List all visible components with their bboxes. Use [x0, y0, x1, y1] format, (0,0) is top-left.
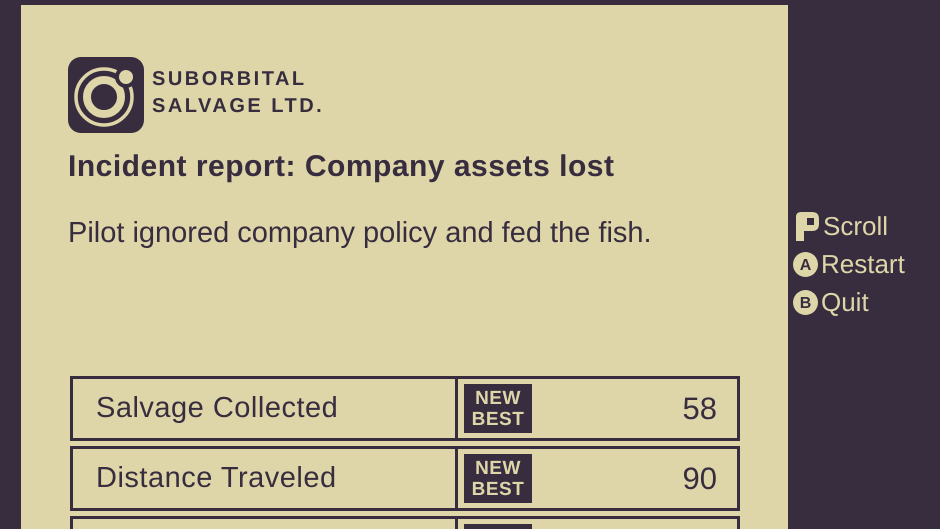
quit-button-hint[interactable]: B Quit: [792, 283, 905, 321]
badge-line1: NEW: [475, 457, 521, 479]
incident-report-panel: SUBORBITAL SALVAGE LTD. Incident report:…: [21, 5, 788, 529]
report-title: Incident report: Company assets lost: [68, 150, 615, 183]
control-label: Quit: [821, 286, 869, 317]
planet-porthole-icon: [68, 57, 144, 133]
new-best-badge: NEW BEST: [464, 454, 532, 503]
badge-line2: BEST: [471, 478, 525, 500]
company-name-line1: SUBORBITAL: [152, 68, 307, 90]
company-name-line2: SALVAGE LTD.: [152, 95, 325, 117]
report-description: Pilot ignored company policy and fed the…: [68, 217, 652, 249]
a-button-icon: A: [793, 251, 818, 277]
stat-row-distance: Distance Traveled NEW BEST 90: [70, 446, 740, 511]
new-best-badge: NEW BEST: [464, 384, 532, 433]
stat-row-salvage: Salvage Collected NEW BEST 58: [70, 376, 740, 441]
scroll-crank-hint[interactable]: Scroll: [792, 207, 905, 245]
stat-label: [73, 519, 458, 529]
a-button-letter: A: [800, 257, 812, 274]
b-button-icon: B: [793, 289, 818, 315]
stat-row-partial: NEW BEST: [70, 516, 740, 529]
stats-table: Salvage Collected NEW BEST 58 Distance T…: [70, 376, 740, 529]
badge-line1: NEW: [475, 528, 521, 529]
badge-line2: BEST: [471, 408, 525, 430]
badge-line1: NEW: [475, 387, 521, 409]
company-name: SUBORBITAL SALVAGE LTD.: [152, 66, 324, 120]
stat-label: Salvage Collected: [73, 379, 458, 438]
stat-value: 58: [682, 390, 717, 426]
restart-button-hint[interactable]: A Restart: [792, 245, 905, 283]
crank-icon: [796, 211, 819, 241]
new-best-badge: NEW BEST: [464, 524, 532, 529]
stat-label: Distance Traveled: [73, 449, 458, 508]
b-button-letter: B: [800, 295, 812, 312]
control-label: Scroll: [823, 210, 889, 241]
company-logo: SUBORBITAL SALVAGE LTD.: [68, 57, 324, 133]
stat-value: 90: [682, 460, 717, 496]
control-label: Restart: [821, 248, 905, 279]
button-hints: Scroll A Restart B Quit: [792, 207, 905, 321]
